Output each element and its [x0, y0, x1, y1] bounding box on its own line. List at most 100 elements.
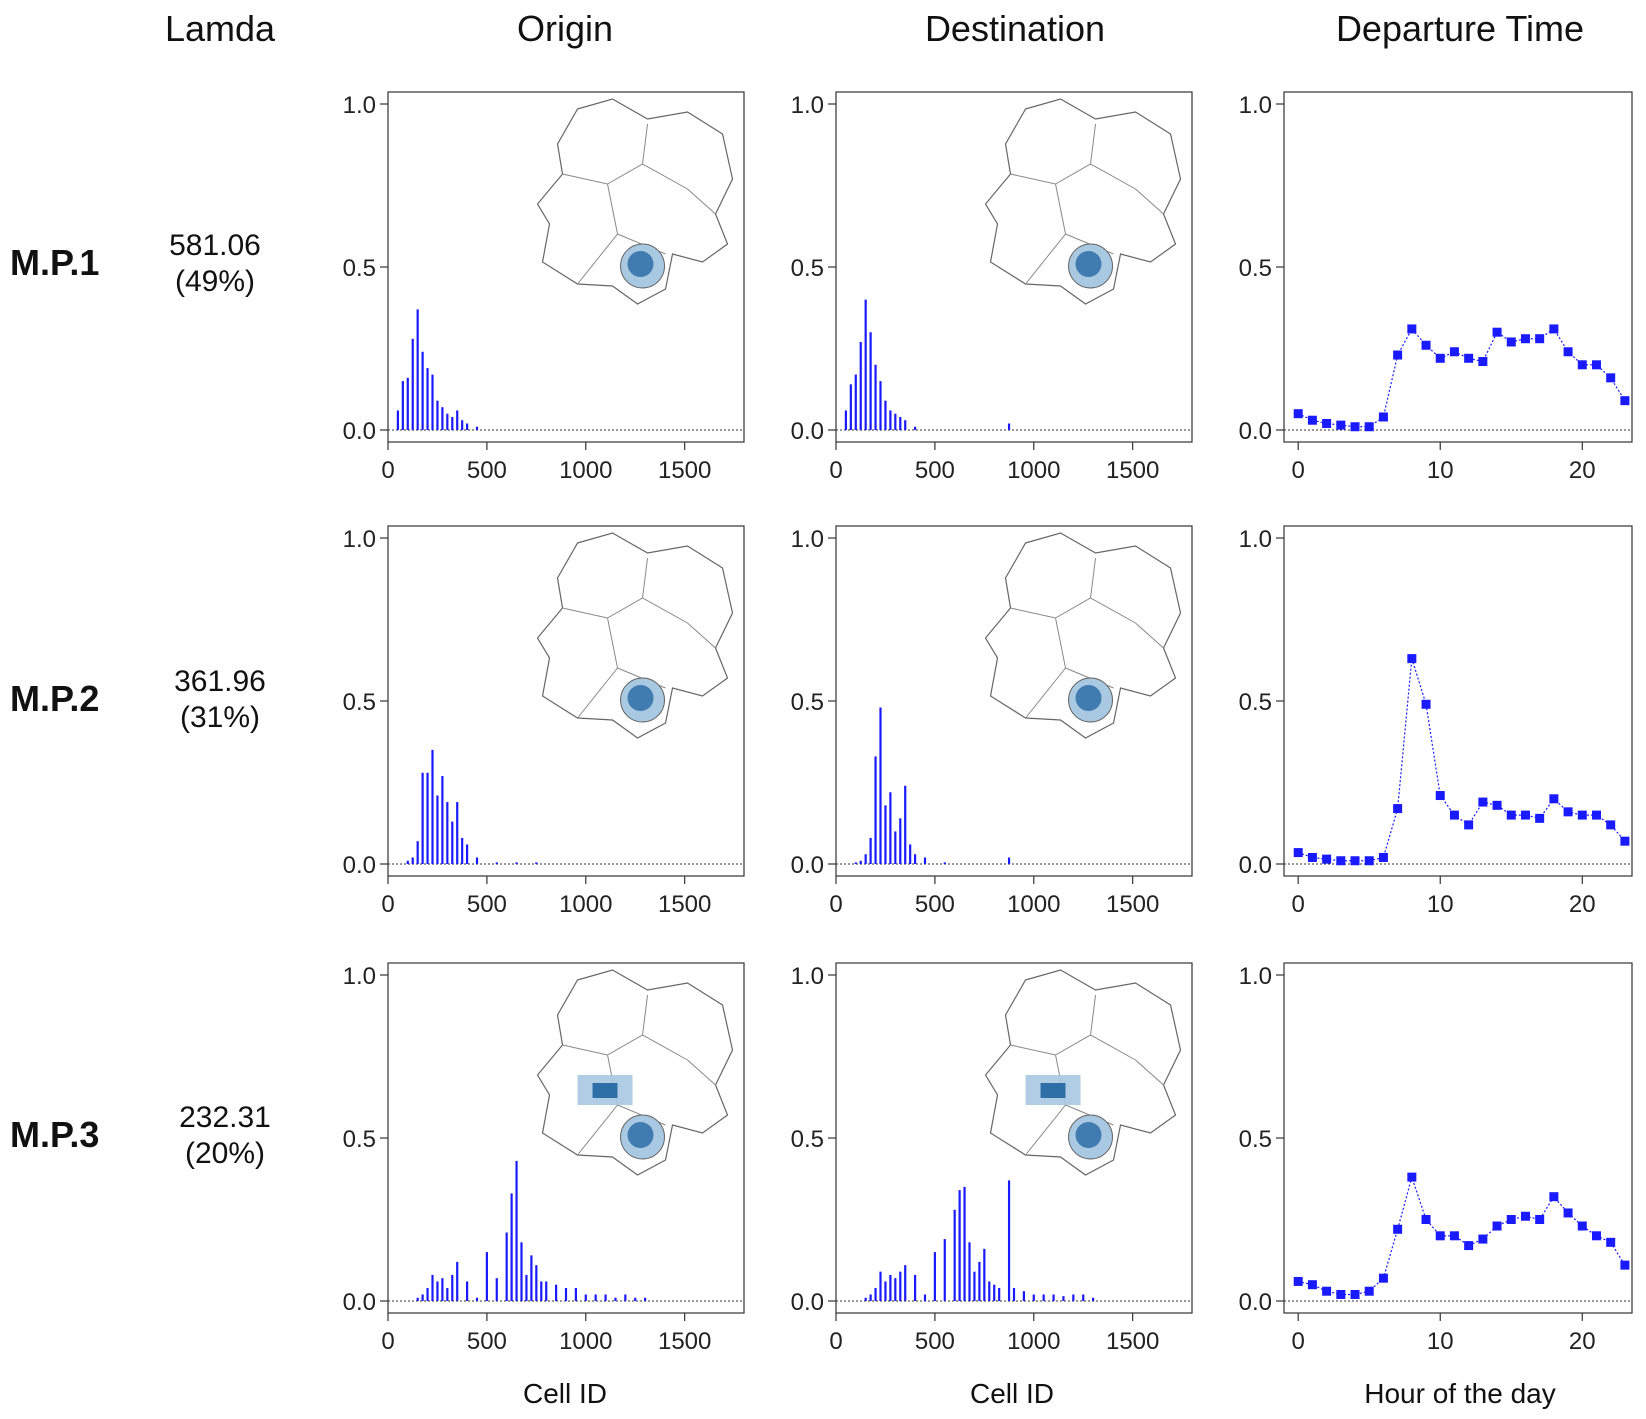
- x-tick-label: 10: [1427, 457, 1454, 484]
- lamda-share: (20%): [184, 1137, 266, 1170]
- data-point: [1322, 418, 1332, 428]
- x-tick-label: 0: [1292, 457, 1305, 484]
- data-point: [1336, 856, 1346, 866]
- data-point: [1322, 1286, 1332, 1296]
- x-tick-label: 0: [829, 891, 842, 918]
- data-point: [1293, 409, 1303, 419]
- y-tick-label: 1.0: [791, 963, 824, 990]
- x-tick-label: 20: [1569, 457, 1596, 484]
- region-map-inset: [536, 98, 734, 305]
- data-point: [1378, 1273, 1388, 1283]
- map-hotspot: [627, 685, 654, 711]
- x-tick-label: 10: [1427, 891, 1454, 918]
- x-tick-label: 0: [381, 1328, 394, 1355]
- map-outline: [984, 98, 1182, 305]
- data-point: [1464, 1241, 1474, 1251]
- series-line: [1298, 658, 1626, 862]
- y-tick-label: 0.0: [1239, 418, 1272, 445]
- y-tick-label: 1.0: [1239, 963, 1272, 990]
- data-point: [1421, 340, 1431, 350]
- map-hotspot: [627, 251, 654, 277]
- region-map-inset: [984, 98, 1182, 305]
- data-point: [1293, 1276, 1303, 1286]
- data-point: [1563, 807, 1573, 817]
- lamda-value: 232.31: [179, 1101, 271, 1134]
- map-district-borders: [1010, 123, 1164, 285]
- x-tick-label: 0: [829, 1328, 842, 1355]
- x-tick-label: 500: [467, 891, 507, 918]
- data-point: [1620, 396, 1630, 406]
- data-point: [1535, 334, 1545, 344]
- series-line: [1297, 327, 1626, 428]
- y-tick-label: 0.0: [343, 852, 376, 879]
- data-point: [1421, 1215, 1431, 1224]
- x-tick-label: 0: [381, 457, 394, 484]
- x-tick-label: 0: [381, 891, 394, 918]
- data-point: [1364, 856, 1374, 866]
- data-point: [1506, 337, 1516, 347]
- map-cluster-core: [592, 1083, 618, 1098]
- x-tick-label: 1000: [559, 1328, 612, 1355]
- chart-panel: 0.0 0.5 1.0 0 500 1000 1500: [343, 962, 745, 1355]
- plot-frame: [1283, 525, 1633, 877]
- map-district-borders: [562, 557, 716, 719]
- data-point: [1620, 1260, 1630, 1270]
- map-outline: [536, 969, 734, 1176]
- region-map-inset: [536, 969, 734, 1176]
- data-point: [1577, 360, 1587, 370]
- data-point: [1307, 852, 1317, 862]
- data-point: [1421, 699, 1431, 709]
- chart-panel: 0.0 0.5 1.0 0 10 20: [1239, 525, 1633, 918]
- data-point: [1492, 1221, 1502, 1231]
- y-tick-label: 1.0: [1239, 526, 1272, 553]
- x-tick-label: 1000: [1007, 457, 1060, 484]
- data-point: [1577, 1221, 1587, 1231]
- data-point: [1393, 350, 1403, 360]
- y-tick-label: 0.5: [791, 1126, 824, 1153]
- x-tick-label: 1500: [1106, 891, 1159, 918]
- x-tick-label: 0: [829, 457, 842, 484]
- data-point: [1449, 347, 1459, 357]
- y-tick-label: 0.0: [1239, 852, 1272, 879]
- x-tick-label: 500: [467, 457, 507, 484]
- map-hotspot: [627, 1122, 654, 1148]
- data-point: [1407, 1172, 1417, 1182]
- x-tick-label: 1500: [658, 457, 711, 484]
- data-point: [1350, 422, 1360, 432]
- data-point: [1606, 1237, 1616, 1247]
- data-point: [1506, 1215, 1516, 1224]
- row-label-mp2: M.P.2: [10, 678, 100, 719]
- data-point: [1307, 415, 1317, 425]
- data-point: [1535, 1215, 1545, 1224]
- data-point: [1435, 791, 1445, 801]
- y-tick-label: 1.0: [343, 963, 376, 990]
- x-tick-label: 1000: [1007, 891, 1060, 918]
- data-point: [1563, 347, 1573, 357]
- data-point: [1549, 324, 1559, 334]
- header-destination: Destination: [924, 8, 1106, 49]
- data-point: [1364, 1286, 1374, 1296]
- data-point: [1606, 820, 1616, 830]
- chart-panel: 0.0 0.5 1.0 0 500 1000 1500: [343, 91, 745, 484]
- plot-frame: [835, 962, 1193, 1314]
- y-tick-label: 0.0: [791, 1289, 824, 1316]
- y-tick-label: 0.5: [1239, 1126, 1272, 1153]
- y-tick-label: 0.0: [791, 852, 824, 879]
- data-point: [1492, 800, 1502, 810]
- y-tick-label: 0.0: [1239, 1289, 1272, 1316]
- data-point: [1336, 1289, 1346, 1299]
- data-point: [1563, 1208, 1573, 1218]
- map-outline: [536, 98, 734, 305]
- y-tick-label: 1.0: [343, 92, 376, 119]
- y-tick-label: 1.0: [1239, 92, 1272, 119]
- data-point: [1591, 1231, 1601, 1241]
- data-point: [1478, 797, 1488, 807]
- data-point: [1307, 1280, 1317, 1290]
- map-district-borders: [562, 123, 716, 285]
- data-point: [1591, 360, 1601, 370]
- data-point: [1478, 357, 1488, 367]
- x-tick-label: 10: [1427, 1328, 1454, 1355]
- x-tick-label: 1000: [1007, 1328, 1060, 1355]
- data-point: [1407, 324, 1417, 334]
- map-outline: [984, 532, 1182, 739]
